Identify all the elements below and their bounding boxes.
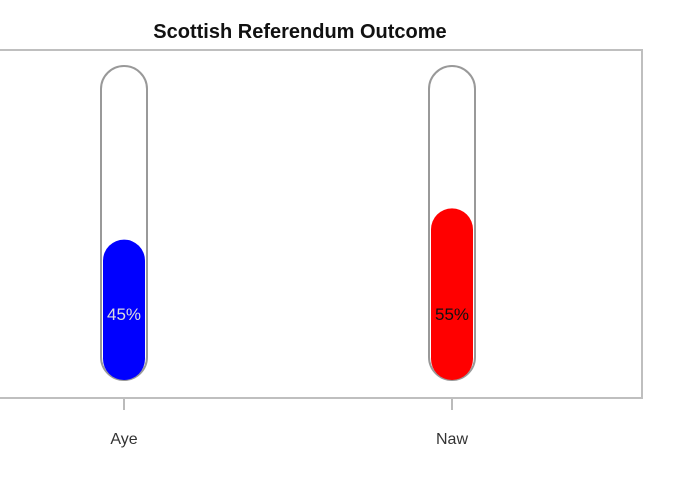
plot-panel bbox=[0, 49, 643, 399]
x-tick-label-naw: Naw bbox=[436, 431, 468, 448]
thermometer-tubes: 45% 55% bbox=[100, 65, 476, 381]
bar-naw bbox=[431, 208, 473, 380]
data-label-aye: 45% bbox=[107, 305, 141, 324]
bar-aye bbox=[103, 239, 145, 380]
x-axis: Aye Naw bbox=[110, 399, 468, 448]
x-tick-label-aye: Aye bbox=[110, 431, 137, 448]
chart-title: Scottish Referendum Outcome bbox=[153, 21, 446, 43]
data-label-naw: 55% bbox=[435, 305, 469, 324]
